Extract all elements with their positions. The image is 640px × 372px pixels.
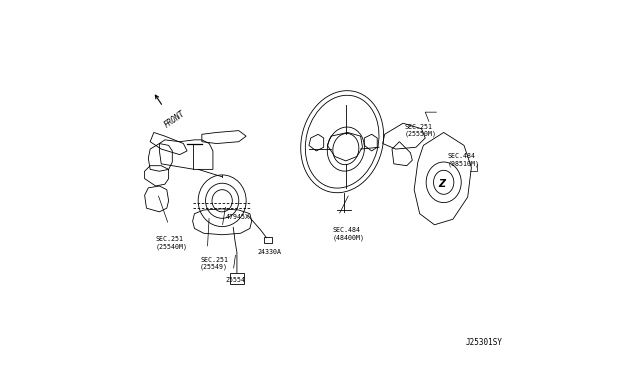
Text: SEC.251
(25550M): SEC.251 (25550M) <box>405 124 437 137</box>
Text: Z: Z <box>438 179 445 189</box>
Text: FRONT: FRONT <box>163 109 187 130</box>
Text: SEC.484
(48400M): SEC.484 (48400M) <box>333 227 365 241</box>
Text: SEC.484
(98510M): SEC.484 (98510M) <box>447 153 479 167</box>
Text: 25554: 25554 <box>226 277 246 283</box>
Text: J25301SY: J25301SY <box>466 339 503 347</box>
Text: 47945X: 47945X <box>226 214 250 220</box>
Text: SEC.251
(25540M): SEC.251 (25540M) <box>156 237 188 250</box>
Text: 24330A: 24330A <box>257 250 281 256</box>
Text: SEC.251
(25549): SEC.251 (25549) <box>200 257 228 270</box>
